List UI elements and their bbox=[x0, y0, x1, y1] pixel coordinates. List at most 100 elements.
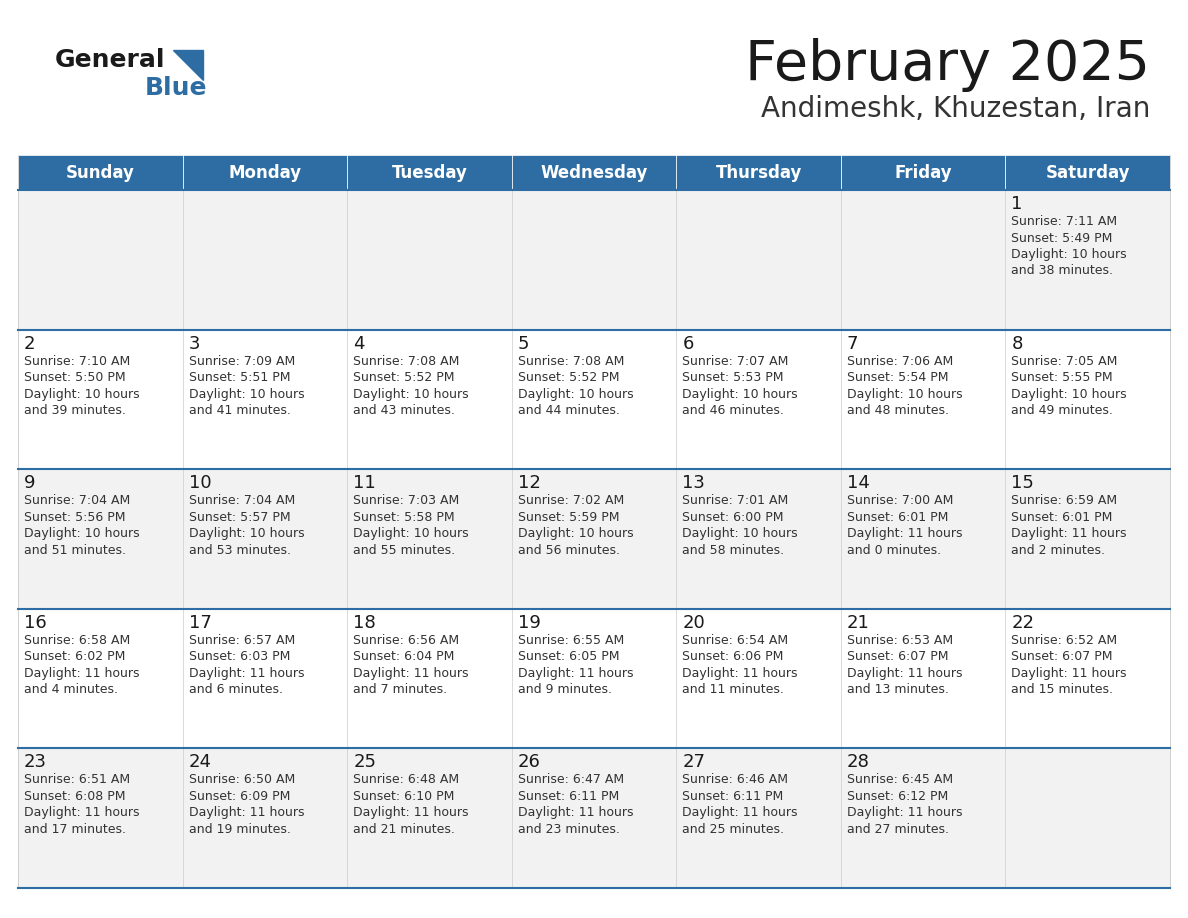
Text: Sunrise: 7:09 AM
Sunset: 5:51 PM
Daylight: 10 hours
and 41 minutes.: Sunrise: 7:09 AM Sunset: 5:51 PM Dayligh… bbox=[189, 354, 304, 417]
Text: 23: 23 bbox=[24, 754, 48, 771]
Bar bbox=[676, 609, 841, 748]
Text: Sunrise: 7:11 AM
Sunset: 5:49 PM
Daylight: 10 hours
and 38 minutes.: Sunrise: 7:11 AM Sunset: 5:49 PM Dayligh… bbox=[1011, 215, 1127, 277]
Text: Sunrise: 6:47 AM
Sunset: 6:11 PM
Daylight: 11 hours
and 23 minutes.: Sunrise: 6:47 AM Sunset: 6:11 PM Dayligh… bbox=[518, 773, 633, 836]
Text: Sunrise: 7:02 AM
Sunset: 5:59 PM
Daylight: 10 hours
and 56 minutes.: Sunrise: 7:02 AM Sunset: 5:59 PM Dayligh… bbox=[518, 494, 633, 556]
Bar bbox=[1005, 330, 1170, 469]
Text: February 2025: February 2025 bbox=[745, 38, 1150, 92]
Bar bbox=[347, 748, 512, 888]
Bar bbox=[18, 609, 183, 748]
Text: Andimeshk, Khuzestan, Iran: Andimeshk, Khuzestan, Iran bbox=[760, 95, 1150, 123]
Text: 1: 1 bbox=[1011, 195, 1023, 213]
Bar bbox=[1005, 748, 1170, 888]
Text: Sunrise: 7:00 AM
Sunset: 6:01 PM
Daylight: 11 hours
and 0 minutes.: Sunrise: 7:00 AM Sunset: 6:01 PM Dayligh… bbox=[847, 494, 962, 556]
Bar bbox=[512, 469, 676, 609]
Text: Sunrise: 6:53 AM
Sunset: 6:07 PM
Daylight: 11 hours
and 13 minutes.: Sunrise: 6:53 AM Sunset: 6:07 PM Dayligh… bbox=[847, 633, 962, 696]
Bar bbox=[1005, 190, 1170, 330]
Text: 13: 13 bbox=[682, 475, 706, 492]
Text: 17: 17 bbox=[189, 614, 211, 632]
Bar bbox=[841, 469, 1005, 609]
Bar bbox=[18, 155, 183, 190]
Text: 2: 2 bbox=[24, 334, 36, 353]
Bar bbox=[841, 330, 1005, 469]
Text: 5: 5 bbox=[518, 334, 529, 353]
Text: 27: 27 bbox=[682, 754, 706, 771]
Bar bbox=[676, 190, 841, 330]
Bar bbox=[183, 469, 347, 609]
Bar bbox=[183, 190, 347, 330]
Bar bbox=[1005, 155, 1170, 190]
Text: 25: 25 bbox=[353, 754, 377, 771]
Text: 16: 16 bbox=[24, 614, 46, 632]
Text: Tuesday: Tuesday bbox=[392, 163, 467, 182]
Bar bbox=[18, 748, 183, 888]
Text: 11: 11 bbox=[353, 475, 375, 492]
Bar bbox=[841, 609, 1005, 748]
Text: 18: 18 bbox=[353, 614, 375, 632]
Bar bbox=[183, 748, 347, 888]
Text: Sunrise: 6:48 AM
Sunset: 6:10 PM
Daylight: 11 hours
and 21 minutes.: Sunrise: 6:48 AM Sunset: 6:10 PM Dayligh… bbox=[353, 773, 468, 836]
Bar bbox=[347, 330, 512, 469]
Text: 22: 22 bbox=[1011, 614, 1035, 632]
Bar bbox=[347, 155, 512, 190]
Text: 3: 3 bbox=[189, 334, 200, 353]
Bar bbox=[512, 330, 676, 469]
Text: Sunrise: 6:51 AM
Sunset: 6:08 PM
Daylight: 11 hours
and 17 minutes.: Sunrise: 6:51 AM Sunset: 6:08 PM Dayligh… bbox=[24, 773, 139, 836]
Bar bbox=[347, 469, 512, 609]
Text: Sunrise: 6:45 AM
Sunset: 6:12 PM
Daylight: 11 hours
and 27 minutes.: Sunrise: 6:45 AM Sunset: 6:12 PM Dayligh… bbox=[847, 773, 962, 836]
Bar bbox=[676, 469, 841, 609]
Bar bbox=[676, 330, 841, 469]
Text: 15: 15 bbox=[1011, 475, 1035, 492]
Bar bbox=[841, 155, 1005, 190]
Text: Saturday: Saturday bbox=[1045, 163, 1130, 182]
Text: Sunrise: 7:06 AM
Sunset: 5:54 PM
Daylight: 10 hours
and 48 minutes.: Sunrise: 7:06 AM Sunset: 5:54 PM Dayligh… bbox=[847, 354, 962, 417]
Bar bbox=[512, 190, 676, 330]
Bar bbox=[676, 748, 841, 888]
Text: 10: 10 bbox=[189, 475, 211, 492]
Bar bbox=[841, 748, 1005, 888]
Text: Sunrise: 7:07 AM
Sunset: 5:53 PM
Daylight: 10 hours
and 46 minutes.: Sunrise: 7:07 AM Sunset: 5:53 PM Dayligh… bbox=[682, 354, 798, 417]
Bar bbox=[183, 609, 347, 748]
Text: Sunrise: 6:52 AM
Sunset: 6:07 PM
Daylight: 11 hours
and 15 minutes.: Sunrise: 6:52 AM Sunset: 6:07 PM Dayligh… bbox=[1011, 633, 1127, 696]
Text: Sunrise: 6:55 AM
Sunset: 6:05 PM
Daylight: 11 hours
and 9 minutes.: Sunrise: 6:55 AM Sunset: 6:05 PM Dayligh… bbox=[518, 633, 633, 696]
Bar bbox=[1005, 609, 1170, 748]
Bar bbox=[18, 469, 183, 609]
Text: Sunrise: 7:08 AM
Sunset: 5:52 PM
Daylight: 10 hours
and 43 minutes.: Sunrise: 7:08 AM Sunset: 5:52 PM Dayligh… bbox=[353, 354, 469, 417]
Text: 20: 20 bbox=[682, 614, 704, 632]
Text: Wednesday: Wednesday bbox=[541, 163, 647, 182]
Text: Sunrise: 6:50 AM
Sunset: 6:09 PM
Daylight: 11 hours
and 19 minutes.: Sunrise: 6:50 AM Sunset: 6:09 PM Dayligh… bbox=[189, 773, 304, 836]
Text: 8: 8 bbox=[1011, 334, 1023, 353]
Text: Sunrise: 6:59 AM
Sunset: 6:01 PM
Daylight: 11 hours
and 2 minutes.: Sunrise: 6:59 AM Sunset: 6:01 PM Dayligh… bbox=[1011, 494, 1127, 556]
Text: Sunrise: 7:04 AM
Sunset: 5:56 PM
Daylight: 10 hours
and 51 minutes.: Sunrise: 7:04 AM Sunset: 5:56 PM Dayligh… bbox=[24, 494, 140, 556]
Text: 19: 19 bbox=[518, 614, 541, 632]
Text: Sunrise: 7:10 AM
Sunset: 5:50 PM
Daylight: 10 hours
and 39 minutes.: Sunrise: 7:10 AM Sunset: 5:50 PM Dayligh… bbox=[24, 354, 140, 417]
Bar bbox=[512, 609, 676, 748]
Text: General: General bbox=[55, 48, 165, 72]
Bar bbox=[512, 155, 676, 190]
Text: Sunrise: 6:58 AM
Sunset: 6:02 PM
Daylight: 11 hours
and 4 minutes.: Sunrise: 6:58 AM Sunset: 6:02 PM Dayligh… bbox=[24, 633, 139, 696]
Text: Monday: Monday bbox=[228, 163, 302, 182]
Text: 4: 4 bbox=[353, 334, 365, 353]
Bar bbox=[18, 330, 183, 469]
Text: Sunrise: 7:03 AM
Sunset: 5:58 PM
Daylight: 10 hours
and 55 minutes.: Sunrise: 7:03 AM Sunset: 5:58 PM Dayligh… bbox=[353, 494, 469, 556]
Text: Blue: Blue bbox=[145, 76, 208, 100]
Text: 21: 21 bbox=[847, 614, 870, 632]
Bar bbox=[183, 155, 347, 190]
Text: 9: 9 bbox=[24, 475, 36, 492]
Text: 28: 28 bbox=[847, 754, 870, 771]
Text: 7: 7 bbox=[847, 334, 859, 353]
Text: Sunrise: 7:04 AM
Sunset: 5:57 PM
Daylight: 10 hours
and 53 minutes.: Sunrise: 7:04 AM Sunset: 5:57 PM Dayligh… bbox=[189, 494, 304, 556]
Polygon shape bbox=[173, 50, 203, 80]
Bar bbox=[1005, 469, 1170, 609]
Bar bbox=[183, 330, 347, 469]
Text: Sunrise: 7:05 AM
Sunset: 5:55 PM
Daylight: 10 hours
and 49 minutes.: Sunrise: 7:05 AM Sunset: 5:55 PM Dayligh… bbox=[1011, 354, 1127, 417]
Bar bbox=[347, 609, 512, 748]
Text: 26: 26 bbox=[518, 754, 541, 771]
Text: 14: 14 bbox=[847, 475, 870, 492]
Text: Sunrise: 6:56 AM
Sunset: 6:04 PM
Daylight: 11 hours
and 7 minutes.: Sunrise: 6:56 AM Sunset: 6:04 PM Dayligh… bbox=[353, 633, 468, 696]
Text: Sunrise: 6:54 AM
Sunset: 6:06 PM
Daylight: 11 hours
and 11 minutes.: Sunrise: 6:54 AM Sunset: 6:06 PM Dayligh… bbox=[682, 633, 798, 696]
Text: Sunrise: 6:57 AM
Sunset: 6:03 PM
Daylight: 11 hours
and 6 minutes.: Sunrise: 6:57 AM Sunset: 6:03 PM Dayligh… bbox=[189, 633, 304, 696]
Text: Sunrise: 7:08 AM
Sunset: 5:52 PM
Daylight: 10 hours
and 44 minutes.: Sunrise: 7:08 AM Sunset: 5:52 PM Dayligh… bbox=[518, 354, 633, 417]
Text: Thursday: Thursday bbox=[715, 163, 802, 182]
Text: 24: 24 bbox=[189, 754, 211, 771]
Text: Sunrise: 6:46 AM
Sunset: 6:11 PM
Daylight: 11 hours
and 25 minutes.: Sunrise: 6:46 AM Sunset: 6:11 PM Dayligh… bbox=[682, 773, 798, 836]
